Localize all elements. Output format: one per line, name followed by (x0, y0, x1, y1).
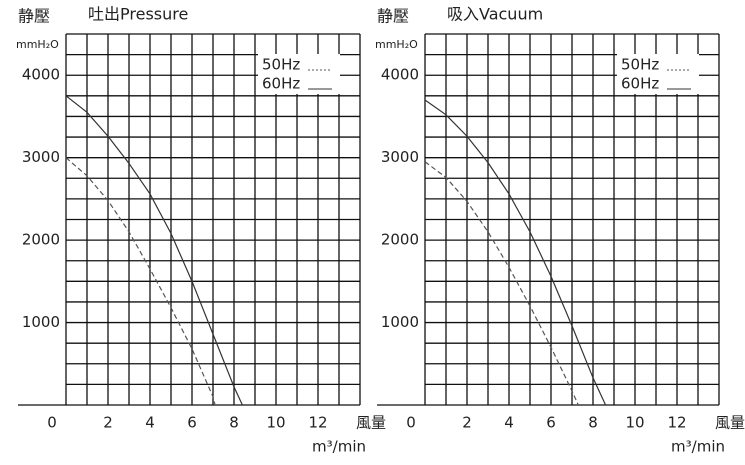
x-tick-label: 8 (229, 414, 239, 432)
legend-label: 60Hz (621, 75, 659, 93)
legend-box (258, 54, 340, 94)
y-tick-label: 1000 (22, 313, 60, 331)
y-tick-label: 4000 (22, 66, 60, 84)
x-tick-label: 0 (406, 414, 416, 432)
y-tick-label: 2000 (22, 231, 60, 249)
data-line (65, 157, 216, 406)
y-unit: mmH₂O (16, 38, 59, 51)
legend-label: 60Hz (262, 75, 300, 93)
x-tick-label: 8 (588, 414, 598, 432)
x-tick-label: 12 (667, 414, 686, 432)
data-line (424, 99, 607, 406)
x-axis-label: 風量 (715, 414, 745, 432)
data-line (65, 95, 243, 406)
legend-label: 50Hz (621, 56, 659, 74)
x-tick-label: 12 (308, 414, 327, 432)
x-tick-label: 4 (504, 414, 514, 432)
chart-title: 吐出Pressure (88, 5, 188, 24)
y-axis-label: 静壓 (377, 7, 409, 26)
x-unit: m³/min (671, 438, 725, 456)
x-tick-label: 0 (47, 414, 57, 432)
data-line (424, 161, 579, 406)
legend-label: 50Hz (262, 56, 300, 74)
x-tick-label: 4 (145, 414, 155, 432)
x-tick-label: 6 (546, 414, 556, 432)
y-unit: mmH₂O (375, 38, 418, 51)
legend-box (617, 54, 699, 94)
chart-title: 吸入Vacuum (447, 5, 543, 24)
x-tick-label: 10 (266, 414, 285, 432)
y-tick-label: 2000 (381, 231, 419, 249)
x-tick-label: 2 (462, 414, 472, 432)
y-tick-label: 3000 (22, 148, 60, 166)
x-unit: m³/min (312, 438, 366, 456)
x-axis-label: 風量 (356, 414, 386, 432)
y-tick-label: 1000 (381, 313, 419, 331)
y-tick-label: 4000 (381, 66, 419, 84)
x-tick-label: 10 (625, 414, 644, 432)
x-tick-label: 2 (103, 414, 113, 432)
x-tick-label: 6 (187, 414, 197, 432)
y-axis-label: 静壓 (18, 7, 50, 26)
y-tick-label: 3000 (381, 148, 419, 166)
